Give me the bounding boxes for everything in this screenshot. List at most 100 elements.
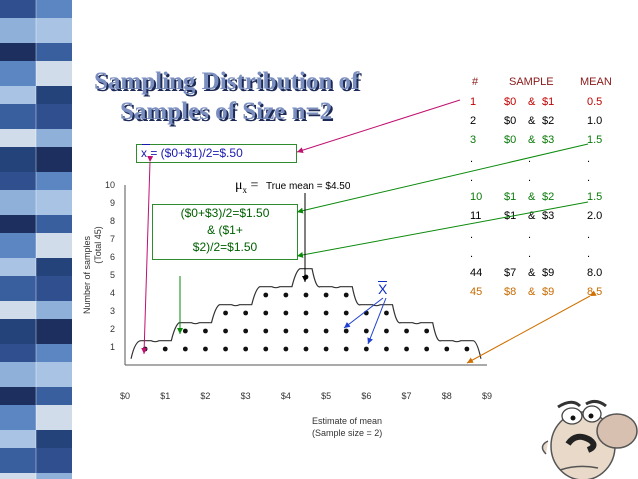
xbar-label: X: [378, 281, 388, 296]
data-point: [203, 346, 208, 352]
quilt-block: [36, 362, 72, 387]
table-cell-number: 3: [470, 134, 477, 146]
quilt-block: [36, 18, 72, 43]
data-point: [303, 328, 309, 334]
red-arrow: [296, 99, 461, 154]
table-cell-ampersand: &: [528, 191, 536, 203]
data-point: [283, 346, 289, 352]
quilt-block: [0, 0, 36, 18]
table-cell-ampersand: &: [528, 210, 536, 222]
data-point: [444, 346, 450, 352]
data-point: [404, 328, 409, 334]
table-cell-number: 11: [470, 210, 482, 222]
blue-arrow: [367, 297, 387, 345]
data-point: [343, 292, 349, 298]
mean-example-line3: $2)/2=$1.50: [192, 240, 258, 254]
mean-example-line2: & ($1+: [207, 223, 243, 237]
y-tick-label: 3: [110, 306, 115, 316]
table-cell-sample-a: $7: [504, 267, 517, 279]
orange-arrow: [466, 290, 597, 364]
data-point: [343, 346, 349, 352]
data-point: [203, 328, 208, 334]
quilt-block: [0, 86, 36, 104]
quilt-block: [36, 276, 72, 301]
quilt-block: [0, 301, 36, 319]
x-axis-title-line2: (Sample size = 2): [312, 428, 382, 438]
table-header-mean: MEAN: [580, 76, 612, 88]
y-tick-label: 5: [110, 270, 115, 280]
quilt-block: [36, 147, 72, 172]
y-tick-label: 6: [110, 252, 115, 262]
quilt-block: [36, 104, 72, 129]
quilt-block: [36, 473, 72, 479]
quilt-block: [36, 448, 72, 473]
data-point: [223, 328, 228, 334]
data-point: [323, 328, 329, 334]
y-tick-label: 1: [110, 342, 115, 352]
table-cell-mean: 0.5: [587, 96, 603, 108]
quilt-block: [0, 276, 36, 301]
quilt-block: [0, 61, 36, 86]
x-tick-label: $2: [200, 391, 210, 401]
quilt-block: [0, 18, 36, 43]
y-tick-label: 10: [105, 180, 115, 190]
data-point: [223, 346, 228, 352]
true-mean-label: True mean = $4.50: [266, 181, 351, 192]
data-point: [424, 346, 430, 352]
mean-formula-box: x = ($0+$1)/2=$.50: [136, 144, 297, 163]
data-point: [363, 346, 369, 352]
data-point: [182, 346, 188, 352]
blue-arrow: [343, 297, 384, 329]
mean-example-line1: ($0+$3)/2=$1.50: [180, 206, 270, 220]
table-cell-mean: 1.5: [587, 134, 603, 146]
table-cell-sample-a: $0: [504, 96, 517, 108]
quilt-block: [0, 43, 36, 61]
data-point: [142, 346, 148, 352]
quilt-block: [36, 319, 72, 344]
x-tick-label: $3: [241, 391, 251, 401]
mu-symbol: μ: [235, 178, 243, 193]
quilt-block: [36, 0, 72, 18]
mean-formula-text: x = ($0+$1)/2=$.50: [141, 146, 243, 160]
data-point: [263, 328, 269, 334]
quilt-block: [36, 215, 72, 233]
quilt-block: [0, 104, 36, 129]
data-point: [283, 292, 289, 298]
quilt-block: [36, 430, 72, 448]
data-point: [263, 346, 269, 352]
quilt-block: [36, 129, 72, 147]
y-tick-label: 7: [110, 234, 115, 244]
quilt-block: [36, 233, 72, 258]
quilt-block: [0, 387, 36, 405]
data-point: [464, 346, 470, 352]
quilt-block: [0, 405, 36, 430]
table-cell-mean: .: [587, 229, 591, 241]
green-arrow: [296, 143, 589, 214]
table-cell-ampersand: &: [528, 134, 536, 146]
quilt-block: [0, 473, 36, 479]
quilt-block: [36, 172, 72, 190]
data-point: [263, 310, 269, 316]
data-point: [323, 292, 329, 298]
data-point: [303, 274, 309, 280]
sample-table: # SAMPLE MEAN 1 $0 & $1 0.5 2 $0 & $2 1.0 3 $0 & $3 1.…: [462, 76, 632, 306]
quilt-block: [36, 190, 72, 215]
table-cell-mean: .: [587, 153, 591, 165]
table-cell-ampersand: &: [528, 96, 536, 108]
quilt-block: [36, 344, 72, 362]
data-point: [303, 346, 309, 352]
data-point: [424, 328, 430, 334]
table-cell-mean: .: [587, 172, 591, 184]
slide-title-line2: Samples of Size n=2: [120, 98, 333, 125]
x-tick-label: $5: [321, 391, 331, 401]
red-arrow: [141, 155, 154, 355]
table-cell-ampersand: &: [528, 115, 536, 127]
quilt-block: [36, 301, 72, 319]
table-cell-number: .: [470, 229, 474, 241]
table-cell-sample-a: $0: [504, 115, 517, 127]
data-point: [243, 328, 249, 334]
data-point: [323, 310, 329, 316]
data-point: [363, 328, 369, 334]
